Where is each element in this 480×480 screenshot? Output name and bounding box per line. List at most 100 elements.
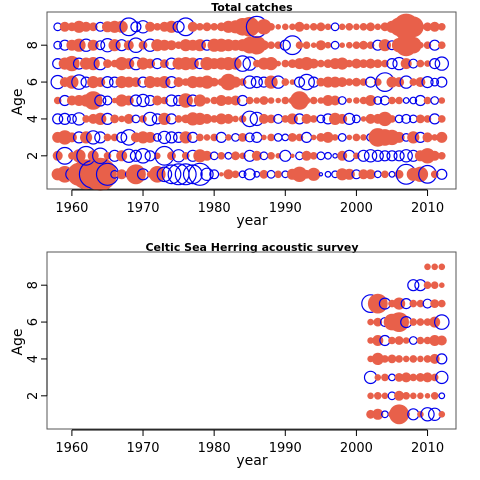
bubble-positive — [303, 23, 310, 31]
x-axis-label: year — [236, 453, 267, 469]
bubble-positive — [72, 20, 86, 33]
bubble-negative — [393, 150, 405, 162]
bubble-positive — [430, 299, 440, 308]
bubble-positive — [423, 22, 432, 32]
bubble-positive — [309, 152, 318, 160]
bubble-negative — [430, 77, 440, 87]
bubble-negative — [130, 21, 142, 33]
bubble-positive — [289, 23, 296, 31]
bubble-negative — [421, 75, 434, 89]
bubble-positive — [209, 77, 219, 87]
bubble-positive — [394, 373, 404, 382]
bubble-positive — [386, 76, 398, 88]
bubble-positive — [158, 39, 170, 51]
bubble-positive — [417, 41, 424, 49]
bubble-positive — [438, 152, 446, 160]
bubble-positive — [110, 114, 119, 124]
bubble-negative — [200, 167, 214, 181]
chart-title: Total catches — [211, 1, 293, 14]
chart-title: Celtic Sea Herring acoustic survey — [145, 241, 358, 254]
bubble-positive — [329, 112, 342, 125]
bubble-positive — [301, 113, 312, 124]
bubble-positive — [103, 133, 112, 142]
x-tick-label: 1990 — [269, 441, 302, 456]
x-tick-label: 1970 — [126, 441, 159, 456]
bubble-negative — [388, 373, 396, 382]
y-tick-label: 6 — [26, 78, 41, 86]
bubble-positive — [275, 97, 282, 104]
bubble-positive — [352, 77, 361, 87]
x-axis: 1960 1970 1980 1990 2000 2010 year — [55, 189, 444, 229]
bubble-positive — [57, 130, 72, 145]
bubble-negative — [161, 164, 182, 185]
bubble-negative — [234, 55, 251, 72]
bubble-positive — [251, 150, 262, 161]
bubble-negative — [293, 76, 306, 88]
bubble-negative — [242, 75, 257, 89]
bubble-positive — [281, 78, 290, 86]
bubble-positive — [267, 41, 275, 49]
bubble-positive — [223, 113, 234, 124]
bubble-positive — [416, 114, 425, 124]
bubble-positive — [346, 97, 353, 104]
bubble-positive — [402, 392, 411, 400]
bubble-positive — [345, 59, 354, 68]
bubble-positive — [310, 42, 317, 48]
bubble-positive — [309, 96, 318, 105]
bubble-positive — [423, 115, 432, 123]
bubble-positive — [374, 374, 382, 381]
bubble-positive — [215, 113, 227, 125]
bubble-positive — [389, 312, 409, 332]
bubble-positive — [266, 114, 276, 124]
bubble-positive — [422, 132, 433, 143]
bubble-positive — [275, 60, 282, 67]
bubble-negative — [266, 169, 276, 179]
bubble-positive — [309, 115, 318, 123]
bubble-negative — [371, 149, 384, 162]
bubble-positive — [294, 21, 305, 32]
bubble-positive — [59, 21, 70, 32]
bubble-negative — [95, 40, 106, 51]
bubble-positive — [330, 95, 341, 106]
bubble-positive — [422, 372, 433, 383]
bubble-positive — [381, 392, 389, 400]
bubble-negative — [337, 132, 347, 142]
bubble-positive — [300, 57, 314, 71]
panel-total-catches: Total catches 1960 1970 1980 1990 2000 2010 y… — [10, 1, 457, 229]
bubble-positive — [82, 115, 90, 123]
bubble-positive — [81, 21, 92, 32]
bubble-negative — [119, 17, 139, 37]
bubble-positive — [409, 318, 418, 326]
bubble-positive — [339, 42, 346, 48]
bubble-negative — [433, 314, 450, 330]
bubble-positive — [103, 59, 112, 68]
bubble-positive — [238, 133, 248, 142]
bubble-positive — [346, 41, 353, 49]
bubble-positive — [412, 166, 429, 182]
bubble-negative — [429, 57, 441, 70]
bubble-positive — [416, 373, 425, 382]
x-tick-label: 1980 — [198, 201, 231, 216]
bubble-positive — [86, 57, 100, 71]
bubble-negative — [135, 148, 151, 164]
bubble-negative — [53, 40, 63, 50]
bubble-positive — [153, 23, 162, 31]
bubble-negative — [434, 56, 449, 71]
bubble-negative — [101, 75, 114, 89]
y-tick-label: 4 — [26, 115, 41, 123]
bubble-negative — [244, 132, 255, 143]
bubble-positive — [430, 373, 439, 382]
bubble-positive — [329, 76, 341, 88]
bubble-positive — [402, 355, 410, 363]
bubble-positive — [353, 23, 360, 31]
bubble-positive — [367, 392, 374, 400]
bubble-negative — [129, 94, 142, 107]
bubble-negative — [436, 353, 448, 365]
bubble-positive — [239, 16, 260, 37]
bubble-positive — [436, 131, 448, 143]
bubble-positive — [118, 115, 125, 123]
x-tick-label: 2000 — [340, 201, 373, 216]
bubble-positive — [274, 170, 283, 179]
bubble-negative — [279, 39, 291, 51]
bubble-positive — [351, 58, 362, 69]
